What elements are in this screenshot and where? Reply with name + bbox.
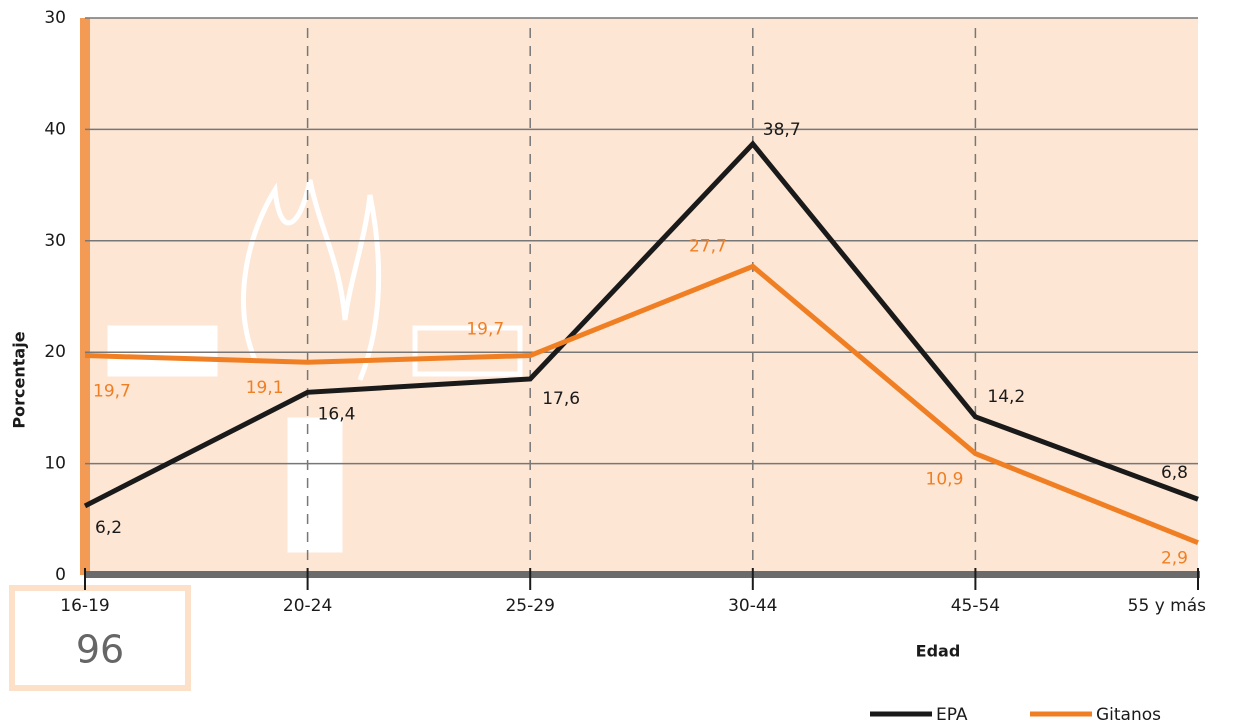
data-label: 19,7 [466,320,504,340]
decoration [107,179,523,553]
y-tick-label: 0 [55,565,66,585]
data-label: 14,2 [987,387,1025,407]
page-box [9,585,191,691]
y-tick-label: 30 [44,8,66,28]
x-tick-label: 16-19 [60,596,109,616]
x-tick-label: 55 y más [1128,596,1206,616]
data-label: 2,9 [1161,549,1188,569]
x-tick-label: 45-54 [951,596,1000,616]
data-label: 10,9 [926,470,964,490]
y-axis-label: Porcentaje [10,331,29,428]
data-label: 27,7 [689,236,727,256]
x-axis-label: Edad [916,642,961,661]
page-number: 96 [76,628,124,672]
x-tick-label: 25-29 [505,596,554,616]
x-tick-label: 30-44 [728,596,777,616]
x-axis [85,571,1200,578]
x-tick-label: 20-24 [283,596,332,616]
legend-label: Gitanos [1096,705,1161,725]
legend-label: EPA [936,705,968,725]
y-tick-label: 10 [44,454,66,474]
data-label: 6,8 [1161,463,1188,483]
series-line [83,140,1199,509]
data-label: 19,1 [246,378,284,398]
data-label: 17,6 [542,389,580,409]
data-label: 16,4 [318,404,356,424]
series-line [84,263,1199,546]
y-tick-label: 30 [44,231,66,251]
data-label: 19,7 [93,382,131,402]
data-label: 6,2 [95,518,122,538]
data-label: 38,7 [763,120,801,140]
y-tick-label: 40 [44,119,66,139]
left-bar [80,18,90,575]
plot-background [85,18,1198,575]
y-tick-label: 20 [44,342,66,362]
